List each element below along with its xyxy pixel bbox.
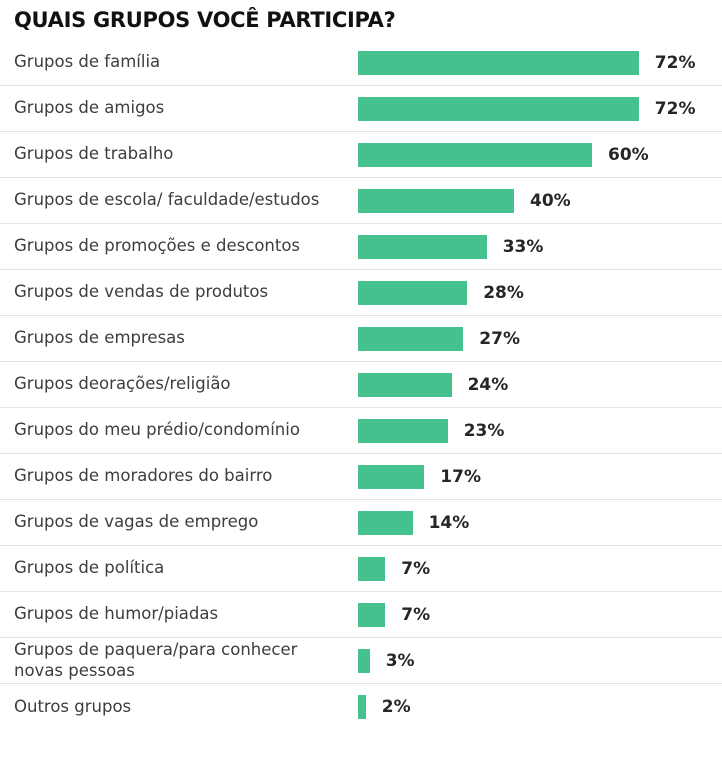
value-label: 23% [463, 420, 505, 441]
bar-zone: 3% [358, 648, 722, 673]
chart-row: Grupos de humor/piadas 7% [0, 592, 722, 638]
chart-row: Grupos de vendas de produtos 28% [0, 270, 722, 316]
value-label: 2% [381, 697, 411, 717]
chart-row: Grupos de trabalho 60% [0, 132, 722, 178]
bar [358, 418, 448, 443]
category-label: Grupos de promoções e descontos [14, 236, 301, 256]
bar-zone: 72% [358, 96, 722, 121]
bar-zone: 40% [358, 188, 722, 213]
bar-zone: 60% [358, 142, 722, 167]
bar-zone: 27% [358, 326, 722, 351]
value-label: 33% [502, 236, 544, 257]
bar [358, 464, 425, 489]
category-label: Grupos de política [14, 558, 165, 578]
category-label: Grupos de trabalho [14, 144, 174, 164]
bar-zone: 33% [358, 234, 722, 259]
bar-zone: 7% [358, 602, 722, 627]
chart-row: Grupos de paquera/para conhecer novas pe… [0, 638, 722, 684]
chart-row: Grupos de promoções e descontos 33% [0, 224, 722, 270]
category-label: Grupos de família [14, 52, 161, 72]
bar [358, 96, 639, 121]
bar [358, 326, 464, 351]
value-label: 40% [530, 190, 571, 211]
category-label: Grupos do meu prédio/condomínio [14, 420, 300, 440]
value-label: 60% [608, 144, 649, 165]
value-label: 72% [654, 98, 696, 119]
chart-row: Grupos deorações/religião 24% [0, 362, 722, 408]
bar-zone: 24% [358, 372, 722, 397]
bar [358, 142, 592, 167]
category-label: Outros grupos [14, 696, 132, 716]
category-label: Grupos de paquera/para conhecer novas pe… [14, 639, 298, 680]
category-label: Grupos deorações/religião [14, 374, 231, 394]
chart-row: Grupos de moradores do bairro 17% [0, 454, 722, 500]
bar [358, 695, 366, 719]
bar-zone: 17% [358, 464, 722, 489]
category-label: Grupos de humor/piadas [14, 604, 219, 624]
bar [358, 50, 639, 75]
bar [358, 648, 370, 673]
category-label: Grupos de moradores do bairro [14, 466, 273, 486]
value-label: 7% [401, 604, 431, 625]
bar-zone: 23% [358, 418, 722, 443]
bar-zone: 72% [358, 50, 722, 75]
chart-row: Grupos de política 7% [0, 546, 722, 592]
category-label: Grupos de amigos [14, 98, 165, 118]
bar [358, 280, 468, 305]
category-label: Grupos de vendas de produtos [14, 282, 269, 302]
bar [358, 510, 413, 535]
value-label: 72% [654, 52, 696, 73]
value-label: 3% [385, 650, 415, 671]
chart-row: Grupos de amigos 72% [0, 86, 722, 132]
chart-row: Grupos de escola/ faculdade/estudos 40% [0, 178, 722, 224]
value-label: 7% [401, 558, 431, 579]
value-label: 27% [479, 328, 520, 349]
category-label: Grupos de escola/ faculdade/estudos [14, 190, 320, 210]
bar [358, 372, 452, 397]
bar-zone: 7% [358, 556, 722, 581]
value-label: 28% [483, 282, 524, 303]
chart-row: Grupos do meu prédio/condomínio 23% [0, 408, 722, 454]
category-label: Grupos de empresas [14, 328, 185, 348]
value-label: 17% [440, 466, 481, 487]
bar [358, 556, 386, 581]
value-label: 14% [428, 512, 470, 533]
chart-row: Grupos de empresas 27% [0, 316, 722, 362]
bar-zone: 2% [358, 695, 722, 719]
value-label: 24% [467, 374, 509, 395]
chart-row: Grupos de vagas de emprego 14% [0, 500, 722, 546]
category-label: Grupos de vagas de emprego [14, 512, 259, 532]
chart-rows: Grupos de família 72% Grupos de amigos 72% G… [0, 40, 722, 730]
bar-zone: 28% [358, 280, 722, 305]
bar-zone: 14% [358, 510, 722, 535]
chart-row: Grupos de família 72% [0, 40, 722, 86]
bar [358, 234, 487, 259]
bar [358, 602, 386, 627]
chart-title: QUAIS GRUPOS VOCÊ PARTICIPA? [14, 8, 396, 32]
bar [358, 188, 514, 213]
chart-row: Outros grupos 2% [0, 684, 722, 730]
